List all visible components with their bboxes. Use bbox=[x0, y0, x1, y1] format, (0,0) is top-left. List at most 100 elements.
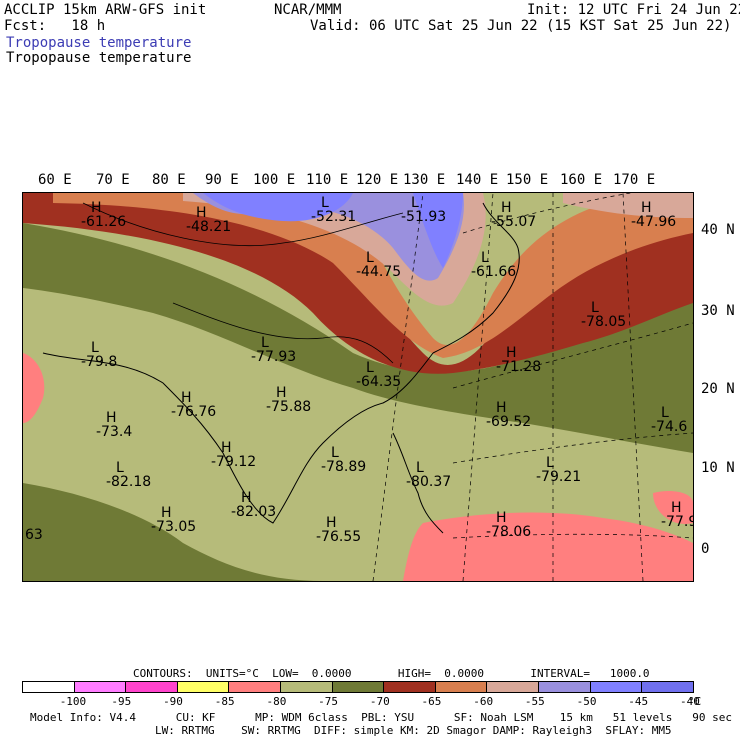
legend-tick: -45 bbox=[628, 695, 649, 708]
high-marker: H bbox=[181, 390, 192, 406]
high-marker: H bbox=[501, 200, 512, 216]
field-band-minus45-east bbox=[413, 193, 463, 268]
legend-tick: -95 bbox=[111, 695, 132, 708]
init-time: Init: 12 UTC Fri 24 Jun 22 bbox=[527, 2, 740, 18]
high-marker: H bbox=[641, 200, 652, 216]
grid-lat-20 bbox=[452, 322, 693, 389]
lon-label: 150 E bbox=[506, 172, 549, 188]
legend-swatch bbox=[435, 682, 488, 692]
extremum-value: -75.88 bbox=[266, 399, 311, 415]
coastline-mainland bbox=[42, 352, 434, 524]
lon-label: 160 E bbox=[560, 172, 603, 188]
coastline-philippines bbox=[392, 432, 444, 534]
lat-label: 10 N bbox=[701, 460, 735, 476]
extremum-value: -78.06 bbox=[486, 524, 531, 540]
legend-swatch bbox=[590, 682, 643, 692]
extremum-value: -73.4 bbox=[96, 424, 132, 440]
low-marker: L bbox=[91, 340, 99, 356]
lon-label: 90 E bbox=[205, 172, 239, 188]
lat-label: 20 N bbox=[701, 381, 735, 397]
legend-swatch bbox=[642, 682, 693, 692]
low-marker: L bbox=[411, 195, 419, 211]
grid-lat-0 bbox=[452, 533, 693, 539]
low-marker: L bbox=[366, 250, 374, 266]
legend-tick: -65 bbox=[421, 695, 442, 708]
grid-lon-160 bbox=[622, 193, 644, 581]
graticule bbox=[372, 193, 693, 581]
field-band-minus80-east bbox=[653, 491, 693, 524]
extremum-value: -80.37 bbox=[406, 474, 451, 490]
field-band-minus80 bbox=[403, 512, 693, 581]
legend-swatch bbox=[539, 682, 591, 692]
extremum-value: -79.12 bbox=[211, 454, 256, 470]
high-marker: H bbox=[106, 410, 117, 426]
field-band-minus45 bbox=[203, 193, 353, 222]
country-border-south bbox=[172, 302, 394, 364]
tropopause-temperature-map: H-61.26H-48.21L-52.31L-51.93H-55.07H-47.… bbox=[23, 193, 693, 581]
extremum-value: -69.52 bbox=[486, 414, 531, 430]
extremum-value: -82.03 bbox=[231, 504, 276, 520]
legend-tick: -40 bbox=[680, 695, 700, 708]
high-marker: H bbox=[161, 505, 172, 521]
extremum-value: -61.26 bbox=[81, 214, 126, 230]
legend-swatch bbox=[177, 682, 230, 692]
high-marker: H bbox=[496, 400, 507, 416]
extremum-value: -79.21 bbox=[536, 469, 581, 485]
grid-lat-30 bbox=[462, 193, 633, 234]
high-marker: H bbox=[276, 385, 287, 401]
extremum-value: -52.31 bbox=[311, 209, 356, 225]
extremum-value: -64.35 bbox=[356, 374, 401, 390]
high-marker: H bbox=[326, 515, 337, 531]
extremum-value: -61.66 bbox=[471, 264, 516, 280]
low-marker: L bbox=[366, 360, 374, 376]
extremum-value: 63 bbox=[25, 527, 43, 543]
grid-lon-130 bbox=[372, 193, 424, 581]
legend-tick: -85 bbox=[214, 695, 235, 708]
grid-lon-140 bbox=[462, 193, 494, 581]
high-marker: H bbox=[221, 440, 232, 456]
low-marker: L bbox=[416, 460, 424, 476]
organization-label: NCAR/MMM bbox=[274, 2, 342, 18]
extremum-value: -82.18 bbox=[106, 474, 151, 490]
low-marker: L bbox=[321, 195, 329, 211]
legend-swatch bbox=[74, 682, 127, 692]
field-band-minus70 bbox=[23, 223, 693, 453]
extremum-value: -71.28 bbox=[496, 359, 541, 375]
model-title: ACCLIP 15km ARW-GFS init bbox=[4, 2, 207, 18]
lat-label: 40 N bbox=[701, 222, 735, 238]
lon-label: 140 E bbox=[456, 172, 499, 188]
contours-info: CONTOURS: UNITS=°C LOW= 0.0000 HIGH= 0.0… bbox=[133, 667, 650, 680]
low-marker: L bbox=[331, 445, 339, 461]
high-marker: H bbox=[91, 200, 102, 216]
legend-tick: -80 bbox=[266, 695, 287, 708]
lon-label: 130 E bbox=[403, 172, 446, 188]
extremum-value: -73.05 bbox=[151, 519, 196, 535]
high-marker: H bbox=[506, 345, 517, 361]
lat-label: 0 bbox=[701, 541, 710, 557]
extremum-value: -79.8 bbox=[81, 354, 117, 370]
coastline-east-asia bbox=[432, 202, 520, 354]
high-marker: H bbox=[671, 500, 682, 516]
valid-time: Valid: 06 UTC Sat 25 Jun 22 (15 KST Sat … bbox=[310, 18, 732, 34]
legend-tick: -90 bbox=[163, 695, 183, 708]
low-marker: L bbox=[591, 300, 599, 316]
legend-swatch bbox=[332, 682, 385, 692]
lon-label: 70 E bbox=[96, 172, 130, 188]
high-marker: H bbox=[196, 205, 207, 221]
extremum-value: -47.96 bbox=[631, 214, 676, 230]
field-band-minus60 bbox=[53, 193, 693, 358]
map-panel: H -61.26 H -48.21 L -52.31 L -51.93 H -55.07 H -47.… bbox=[22, 192, 694, 582]
grid-lat-10 bbox=[452, 432, 693, 464]
extrema-markers: H-61.26H-48.21L-52.31L-51.93H-55.07H-47.… bbox=[25, 195, 693, 545]
legend-swatch bbox=[229, 682, 282, 692]
extremum-value: -78.05 bbox=[581, 314, 626, 330]
low-marker: L bbox=[116, 460, 124, 476]
low-marker: L bbox=[261, 335, 269, 351]
lat-label: 30 N bbox=[701, 303, 735, 319]
lon-label: 100 E bbox=[253, 172, 296, 188]
forecast-hour: Fcst: 18 h bbox=[4, 18, 106, 34]
lon-label: 110 E bbox=[306, 172, 349, 188]
lon-label: 120 E bbox=[356, 172, 399, 188]
extremum-value: -74.6 bbox=[651, 419, 687, 435]
extremum-value: -44.75 bbox=[356, 264, 401, 280]
